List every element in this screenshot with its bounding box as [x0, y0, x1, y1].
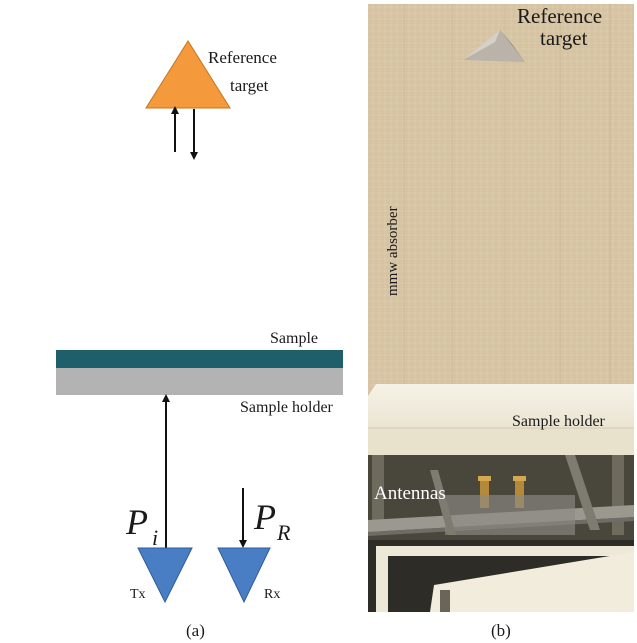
b-absorber-label: mmw absorber	[385, 206, 401, 296]
tx-label: Tx	[130, 587, 146, 602]
b-ref-target-line1: Reference	[517, 4, 602, 28]
caption-a: (a)	[186, 621, 205, 640]
panel-a	[56, 40, 343, 604]
pi-symbol: P	[125, 502, 148, 542]
pr-symbol: P	[253, 497, 276, 537]
a-ref-target-line2: target	[230, 76, 269, 95]
sample-holder-layer	[56, 368, 343, 395]
rx-label: Rx	[264, 587, 280, 602]
reference-target-triangle	[145, 40, 231, 109]
b-ref-target-line2: target	[540, 26, 588, 50]
pi-subscript: i	[152, 525, 158, 550]
a-ref-target-line1: Reference	[208, 48, 277, 67]
photo-open-panel	[430, 552, 634, 612]
b-sample-holder-label: Sample holder	[512, 413, 606, 430]
sample-layer	[56, 350, 343, 368]
a-sample-holder-label: Sample holder	[240, 399, 334, 416]
panel-b-photo	[368, 4, 634, 612]
tx-antenna-triangle	[137, 547, 193, 604]
rx-antenna-triangle	[217, 547, 271, 604]
photo-reference-target	[463, 30, 525, 62]
caption-b: (b)	[491, 621, 511, 640]
b-antennas-label: Antennas	[374, 483, 446, 504]
a-sample-label: Sample	[270, 330, 318, 347]
absorber-wall	[368, 4, 634, 396]
pr-subscript: R	[276, 520, 291, 545]
